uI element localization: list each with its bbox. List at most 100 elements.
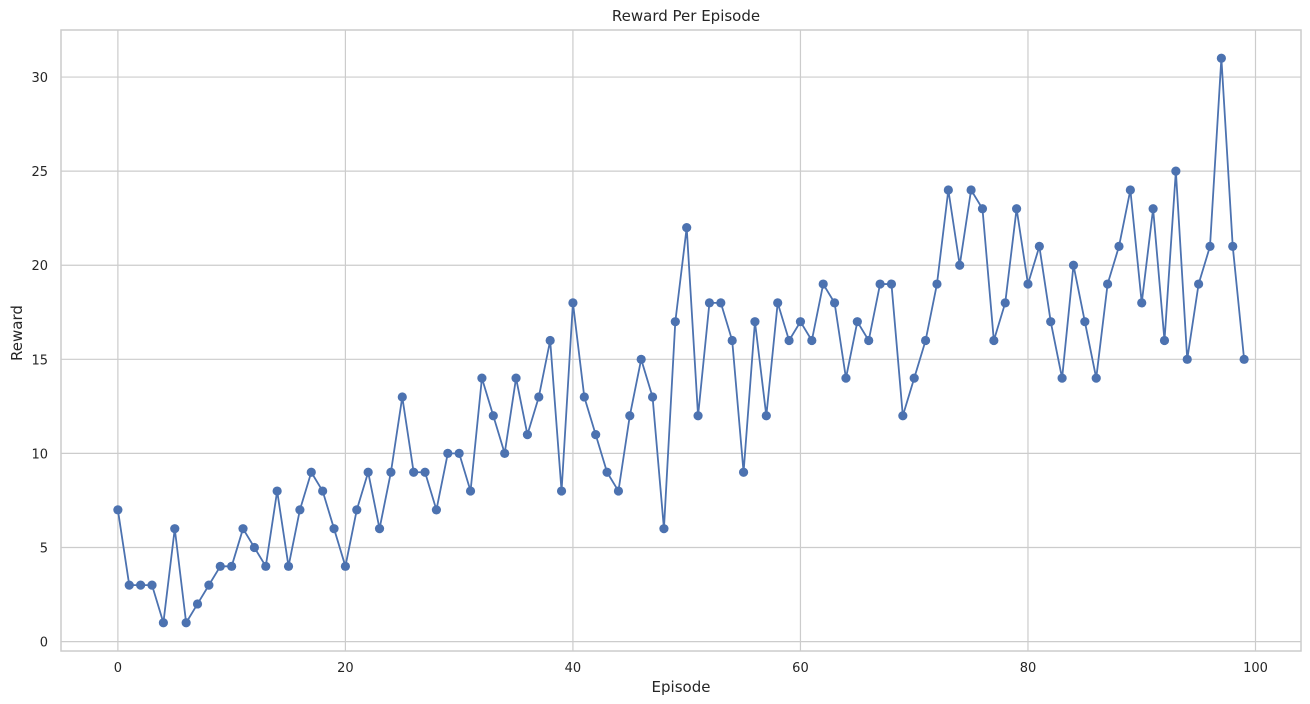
data-point bbox=[147, 580, 157, 590]
data-point bbox=[795, 317, 806, 327]
data-point bbox=[443, 448, 453, 459]
data-point bbox=[534, 392, 544, 402]
data-point bbox=[625, 411, 635, 421]
grid-lines bbox=[61, 30, 1301, 651]
data-point bbox=[636, 354, 646, 364]
data-point bbox=[409, 467, 419, 477]
data-point bbox=[886, 279, 897, 289]
data-point bbox=[352, 505, 362, 515]
y-tick-label: 20 bbox=[31, 259, 48, 274]
x-tick-label: 40 bbox=[565, 661, 582, 676]
data-point bbox=[659, 524, 669, 534]
data-point bbox=[136, 580, 146, 590]
data-point bbox=[1182, 354, 1192, 364]
y-tick-label: 25 bbox=[31, 165, 48, 180]
data-point bbox=[773, 298, 783, 308]
data-point bbox=[329, 524, 339, 534]
data-point bbox=[454, 448, 464, 459]
data-point bbox=[807, 335, 817, 346]
data-point bbox=[704, 298, 715, 308]
data-point bbox=[477, 373, 487, 383]
data-point bbox=[579, 392, 589, 402]
data-point bbox=[1057, 373, 1067, 383]
data-point bbox=[989, 335, 999, 346]
data-point bbox=[238, 524, 248, 534]
data-point bbox=[431, 505, 442, 515]
data-point bbox=[841, 373, 851, 383]
data-point bbox=[181, 618, 191, 628]
chart-title: Reward Per Episode bbox=[612, 7, 760, 25]
data-point bbox=[955, 260, 965, 270]
data-point bbox=[875, 279, 885, 289]
data-point bbox=[397, 392, 407, 402]
data-point bbox=[1046, 317, 1056, 327]
data-point bbox=[750, 317, 760, 327]
y-tick-label: 15 bbox=[31, 353, 48, 368]
data-point bbox=[113, 505, 123, 515]
data-point bbox=[1239, 354, 1249, 364]
data-point bbox=[500, 448, 510, 459]
data-point bbox=[784, 335, 794, 346]
data-point bbox=[556, 486, 567, 496]
data-point bbox=[693, 411, 703, 421]
plot-frame bbox=[60, 29, 1302, 652]
tick-labels: 0 20 40 60 80 100 0 5 10 15 20 25 30 bbox=[31, 71, 1267, 676]
data-point bbox=[977, 204, 988, 214]
data-point bbox=[932, 279, 942, 289]
data-point bbox=[682, 222, 692, 233]
data-point bbox=[1228, 241, 1238, 252]
data-point bbox=[1023, 279, 1033, 289]
y-tick-label: 30 bbox=[31, 71, 48, 86]
data-point bbox=[738, 467, 749, 477]
data-point bbox=[511, 373, 521, 383]
data-point bbox=[192, 599, 203, 609]
data-point bbox=[545, 335, 555, 346]
y-tick-label: 5 bbox=[40, 542, 48, 557]
y-axis-title: Reward bbox=[8, 305, 26, 361]
data-point bbox=[227, 561, 237, 571]
data-point bbox=[1034, 241, 1044, 252]
data-point bbox=[568, 298, 578, 308]
data-point bbox=[204, 580, 214, 590]
data-point bbox=[1000, 298, 1010, 308]
data-point bbox=[249, 542, 259, 553]
data-point bbox=[1125, 185, 1135, 195]
x-tick-label: 20 bbox=[337, 661, 354, 676]
x-axis-title: Episode bbox=[652, 678, 711, 696]
data-point bbox=[727, 335, 737, 346]
data-point bbox=[522, 429, 533, 440]
data-point bbox=[1068, 260, 1079, 270]
x-tick-label: 0 bbox=[114, 661, 122, 676]
data-point bbox=[363, 467, 373, 477]
data-point bbox=[591, 429, 601, 440]
data-point bbox=[215, 561, 225, 571]
data-point bbox=[761, 411, 771, 421]
data-point bbox=[1171, 166, 1181, 176]
data-point bbox=[306, 467, 316, 477]
data-point bbox=[966, 185, 976, 195]
data-point bbox=[647, 392, 658, 402]
y-tick-label: 0 bbox=[40, 636, 48, 651]
data-point bbox=[1091, 373, 1101, 383]
data-point bbox=[158, 618, 168, 628]
data-point bbox=[818, 279, 828, 289]
data-point bbox=[170, 524, 180, 534]
data-point bbox=[613, 486, 624, 496]
data-point bbox=[1205, 241, 1215, 252]
data-point bbox=[1159, 335, 1170, 346]
data-point bbox=[295, 505, 305, 515]
data-point bbox=[1114, 241, 1124, 252]
x-tick-label: 80 bbox=[1020, 661, 1037, 676]
data-point bbox=[272, 486, 282, 496]
data-point bbox=[283, 561, 294, 571]
series-line bbox=[116, 57, 1246, 624]
data-point bbox=[670, 317, 680, 327]
data-point bbox=[261, 561, 271, 571]
data-point bbox=[920, 335, 931, 346]
data-point bbox=[829, 298, 840, 308]
data-point bbox=[1011, 204, 1022, 214]
y-tick-label: 10 bbox=[31, 447, 48, 462]
data-point bbox=[374, 524, 385, 534]
x-tick-label: 60 bbox=[792, 661, 809, 676]
